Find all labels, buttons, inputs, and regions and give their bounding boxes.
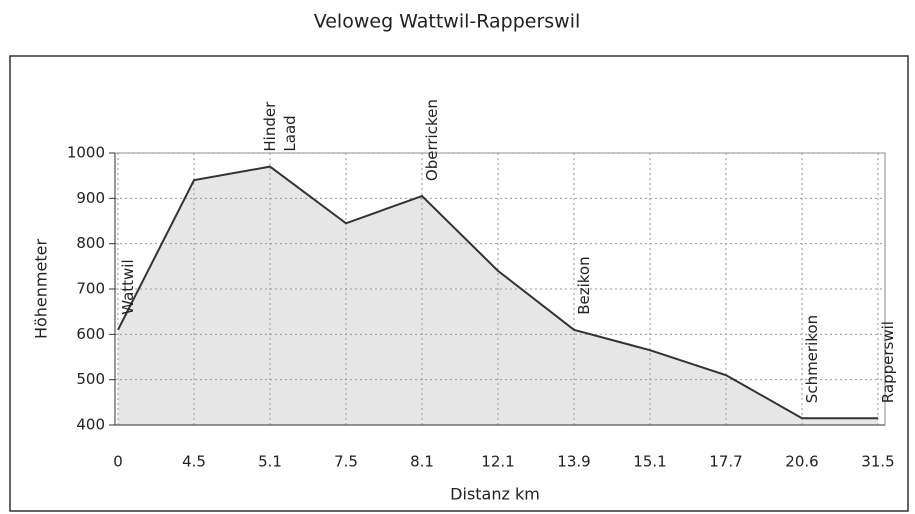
x-tick-label: 31.5 xyxy=(861,453,894,471)
y-axis-label: Höhenmeter xyxy=(32,239,51,339)
x-tick-label: 15.1 xyxy=(633,453,666,471)
place-label: Rapperswil xyxy=(879,321,897,403)
place-label-line: Oberricken xyxy=(423,99,441,181)
y-tick-label: 600 xyxy=(76,325,105,343)
elevation-line xyxy=(117,165,878,420)
place-label-line: Schmerikon xyxy=(803,315,821,403)
y-tick-label: 800 xyxy=(76,234,105,252)
chart-title: Veloweg Wattwil-Rapperswil xyxy=(314,11,581,33)
place-label: Hinder Laad xyxy=(261,97,299,152)
place-label-line: Wattwil xyxy=(119,259,137,314)
x-tick-label: 5.1 xyxy=(258,453,282,471)
y-tick-label: 400 xyxy=(76,416,105,434)
x-tick-label: 17.7 xyxy=(709,453,742,471)
frame xyxy=(9,55,909,512)
y-tick-label: 900 xyxy=(76,189,105,207)
x-tick-label: 13.9 xyxy=(557,453,590,471)
x-axis-label: Distanz km xyxy=(450,485,540,504)
place-label: Bezikon xyxy=(575,256,593,314)
place-label: Schmerikon xyxy=(803,315,821,403)
place-label: Oberricken xyxy=(423,99,441,181)
place-label-line: Bezikon xyxy=(575,256,593,314)
place-label-line: Hinder xyxy=(261,97,279,152)
x-tick-label: 12.1 xyxy=(481,453,514,471)
x-tick-label: 8.1 xyxy=(410,453,434,471)
place-label: Wattwil xyxy=(119,259,137,314)
y-tick-label: 500 xyxy=(76,370,105,388)
x-tick-label: 0 xyxy=(113,453,123,471)
y-tick-label: 700 xyxy=(76,280,105,298)
x-tick-label: 4.5 xyxy=(182,453,206,471)
x-tick-label: 20.6 xyxy=(785,453,818,471)
place-label-line: Rapperswil xyxy=(879,321,897,403)
y-tick-label: 1000 xyxy=(67,144,105,162)
area xyxy=(115,166,878,425)
place-label-line: Laad xyxy=(281,115,299,151)
x-tick-label: 7.5 xyxy=(334,453,358,471)
